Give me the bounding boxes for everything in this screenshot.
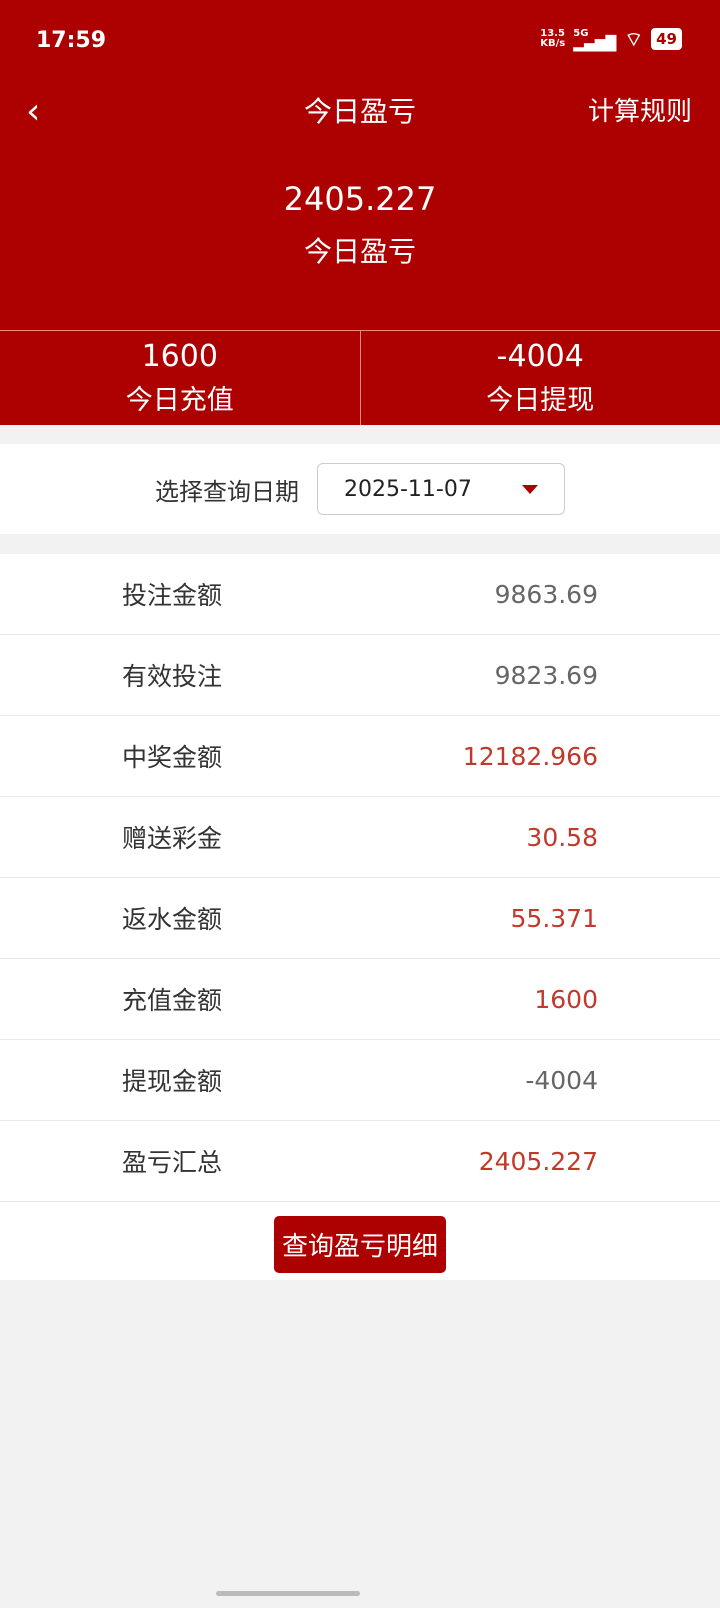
stat-label: 今日充值: [125, 385, 234, 416]
row-value: 55.371: [510, 903, 598, 933]
detail-list: 投注金额 9863.69 有效投注 9823.69 中奖金额 12182.966 赠送彩金 3…: [0, 554, 720, 1280]
network-type: 5G: [573, 28, 589, 39]
row-value: 30.58: [526, 822, 598, 852]
home-indicator[interactable]: [216, 1591, 360, 1596]
page-title: 今日盈亏: [303, 95, 416, 128]
stat-value: 1600: [141, 339, 218, 374]
row-label: 充值金额: [122, 986, 223, 1015]
list-item: 提现金额 -4004: [0, 1040, 720, 1121]
header: 17:59 13.5 KB/s 5G ▂▄▆█ ⌔ 49 今日盈亏 ‹ 计算规则 2…: [0, 0, 720, 425]
row-label: 提现金额: [122, 1067, 223, 1096]
list-item: 充值金额 1600: [0, 959, 720, 1040]
list-item: 中奖金额 12182.966: [0, 716, 720, 797]
network-speed: 13.5 KB/s: [540, 29, 565, 49]
row-value: -4004: [525, 1065, 598, 1095]
profit-label: 今日盈亏: [303, 235, 416, 268]
list-item: 赠送彩金 30.58: [0, 797, 720, 878]
row-label: 返水金额: [122, 905, 223, 934]
query-details-button[interactable]: 查询盈亏明细: [273, 1216, 446, 1273]
stat-label: 今日提现: [486, 385, 595, 416]
list-item: 投注金额 9863.69: [0, 554, 720, 635]
profit-value: 2405.227: [283, 180, 437, 218]
row-value: 1600: [534, 984, 598, 1014]
status-bar: 17:59 13.5 KB/s 5G ▂▄▆█ ⌔ 49: [0, 0, 720, 84]
list-item: 返水金额 55.371: [0, 878, 720, 959]
row-label: 有效投注: [122, 662, 223, 691]
date-select[interactable]: 2025-11-07: [317, 463, 565, 515]
caret-down-icon: [522, 484, 538, 494]
stat-recharge: 1600 今日充值: [0, 331, 360, 425]
speed-unit: KB/s: [540, 38, 566, 49]
date-filter: 选择查询日期 2025-11-07: [0, 444, 720, 534]
row-value: 9823.69: [494, 660, 598, 690]
rules-link[interactable]: 计算规则: [587, 97, 692, 127]
speed-value: 13.5: [540, 28, 565, 39]
row-value: 9863.69: [494, 579, 598, 609]
date-label: 选择查询日期: [155, 477, 299, 506]
date-value: 2025-11-07: [344, 476, 472, 502]
list-item: 有效投注 9823.69: [0, 635, 720, 716]
stat-withdraw: -4004 今日提现: [359, 331, 720, 425]
row-value: 2405.227: [478, 1146, 598, 1176]
row-label: 中奖金额: [122, 743, 223, 772]
row-value: 12182.966: [462, 741, 598, 771]
list-item: 盈亏汇总 2405.227: [0, 1121, 720, 1202]
clock: 17:59: [36, 28, 107, 53]
row-label: 赠送彩金: [122, 824, 223, 853]
wifi-icon: ⌔: [624, 27, 644, 51]
row-label: 盈亏汇总: [122, 1148, 223, 1177]
battery-icon: 49: [651, 28, 682, 50]
nav-bar: 今日盈亏 ‹ 计算规则: [0, 84, 720, 140]
row-label: 投注金额: [122, 581, 223, 610]
signal-icon: 5G ▂▄▆█: [573, 28, 617, 52]
back-icon[interactable]: ‹: [26, 91, 41, 132]
stat-value: -4004: [496, 339, 584, 374]
